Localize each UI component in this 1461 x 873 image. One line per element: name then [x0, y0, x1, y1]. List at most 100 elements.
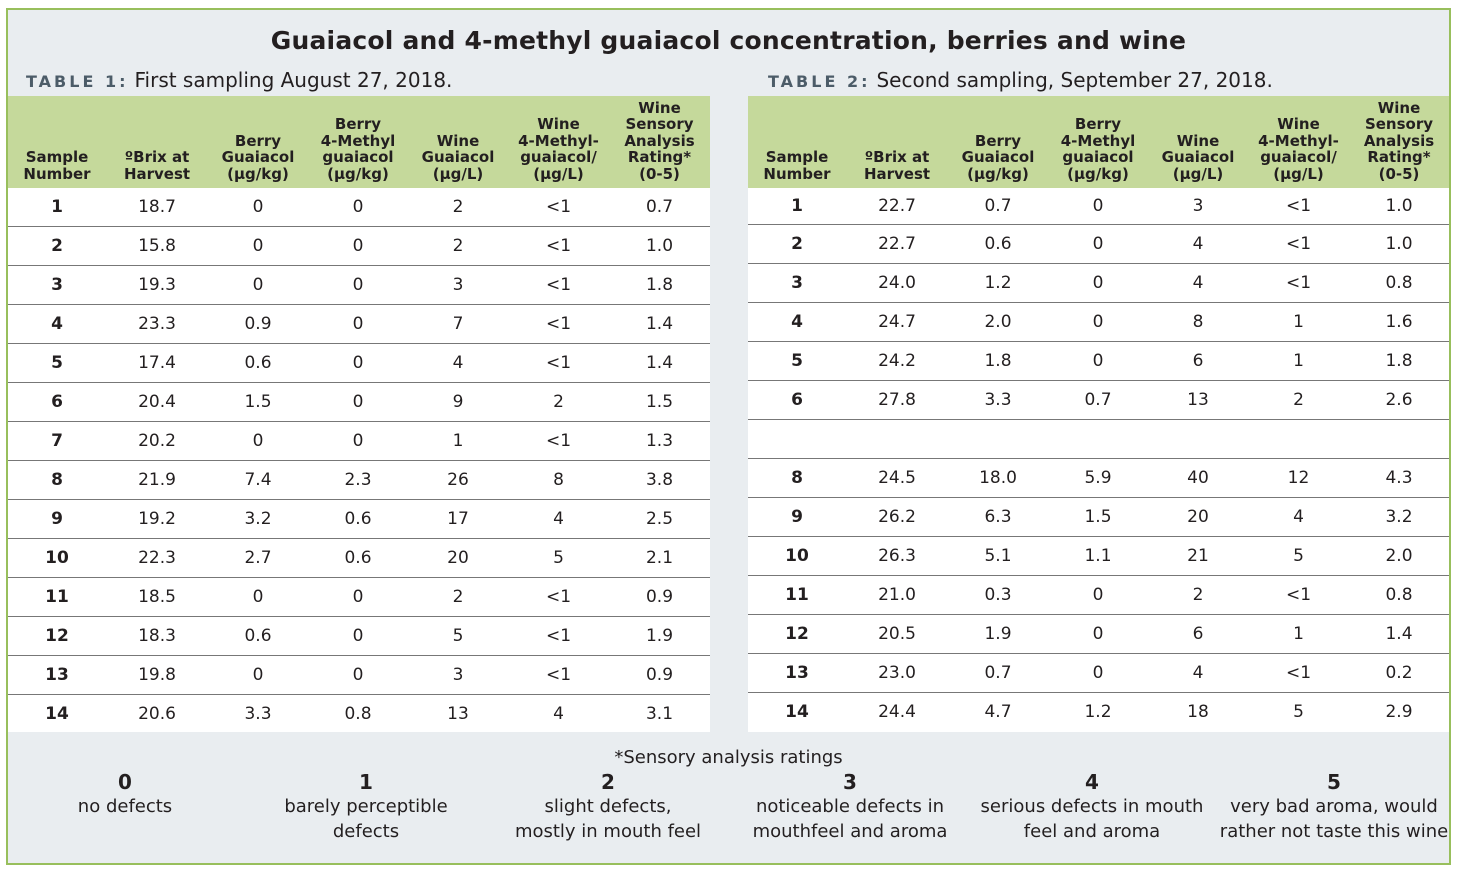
- table-cell: 22.7: [846, 224, 948, 264]
- table-cell: 1.4: [609, 343, 710, 383]
- sample-number-cell: 9: [748, 497, 846, 537]
- table-cell: 3.3: [244, 704, 272, 724]
- table-cell: [846, 419, 948, 459]
- table-row: 7 20.2 0 0 1 <1 1.3: [8, 421, 710, 461]
- header-line: (0-5): [1378, 164, 1420, 183]
- table-cell: 20: [408, 538, 508, 578]
- header-line: (µg/L): [1273, 164, 1324, 183]
- table-cell: 0: [308, 616, 408, 656]
- table-row: 1 22.7 0.7 0 3 <1 1.0: [748, 188, 1449, 225]
- table-cell: 2.1: [609, 538, 710, 578]
- table-cell: 22.7: [846, 188, 948, 225]
- table-cell: 0: [208, 655, 308, 695]
- table2-header-col-5: Wine 4-Methyl-guaiacol/(µg/L): [1248, 96, 1349, 188]
- table-cell: 24.0: [846, 263, 948, 303]
- table-cell: 4.7: [984, 702, 1012, 722]
- sample-number-cell: 3: [8, 265, 106, 305]
- sample-number-cell: 10: [748, 536, 846, 576]
- header-line: Sensory: [625, 115, 694, 133]
- table-cell: 26: [408, 460, 508, 500]
- table-row: 11 21.0 0.3 0 2 <1 0.8: [748, 575, 1449, 615]
- table-row: 6 20.4 1.5 0 9 2 1.5: [8, 382, 710, 422]
- table-cell: 23.0: [846, 653, 948, 693]
- table-row: 8 21.9 7.4 2.3 26 8 3.8: [8, 460, 710, 500]
- table-cell: 0.7: [609, 188, 710, 227]
- header-line: Sample: [25, 148, 89, 166]
- table1-header-col-5: Wine 4-Methyl-guaiacol/(µg/L): [508, 96, 609, 188]
- sample-number-cell: 6: [748, 380, 846, 420]
- table-row: 3 24.0 1.2 0 4 <1 0.8: [748, 263, 1449, 303]
- legend-description: barely perceptible: [284, 796, 448, 817]
- header-line: (µg/kg): [227, 164, 289, 183]
- table-cell: 1.1: [1048, 536, 1148, 576]
- table-cell: 18.5: [106, 577, 208, 617]
- header-line: Guaiacol: [961, 148, 1035, 166]
- table-cell: 3.3: [948, 380, 1048, 420]
- table-cell: 1.4: [1349, 614, 1449, 654]
- table-cell: 20: [1148, 497, 1248, 537]
- table-cell: 3: [408, 655, 508, 695]
- table-cell: 0: [308, 343, 408, 383]
- table-cell: 40: [1148, 458, 1248, 498]
- header-line: guaiacol/: [520, 148, 597, 166]
- table-cell: 0: [308, 188, 408, 227]
- header-line: Guaiacol: [221, 148, 295, 166]
- table-cell: 8: [1148, 302, 1248, 342]
- legend-rating: 5: [1327, 770, 1341, 794]
- table2-header-col-3: Berry 4-Methyl guaiacol (µg/kg): [1048, 96, 1148, 188]
- table-cell: 24.4: [878, 702, 916, 722]
- table-cell: 0: [308, 421, 408, 461]
- header-line: Rating*: [1367, 148, 1431, 166]
- legend-rating: 3: [843, 770, 857, 794]
- table-cell: 1.9: [609, 616, 710, 656]
- table-cell: 4: [408, 343, 508, 383]
- table-cell: 2: [1148, 575, 1248, 615]
- table1-header-col-1: ºBrix at Harvest: [106, 96, 208, 188]
- table-row: 2 22.7 0.6 0 4 <1 1.0: [748, 224, 1449, 264]
- table2-tag: TABLE 2:: [768, 72, 871, 91]
- table-cell: 0.3: [948, 575, 1048, 615]
- header-line: (µg/kg): [327, 164, 389, 183]
- legend-rating: 2: [601, 770, 615, 794]
- legend-item-3: 3 noticeable defects in mouthfeel and arom…: [730, 770, 970, 844]
- table-cell: 21.9: [106, 460, 208, 500]
- table2-header-col-4: Wine Guaiacol (µg/L): [1148, 96, 1248, 188]
- table-cell: 1: [408, 421, 508, 461]
- table-row: 4 24.7 2.0 0 8 1 1.6: [748, 302, 1449, 342]
- sensory-ratings-legend: 0 no defects 1 barely perceptible defects 2 sl…: [8, 770, 1449, 850]
- table-cell: 0: [208, 188, 308, 227]
- table-cell: 20.6: [138, 704, 176, 724]
- table-cell: 5: [1293, 702, 1304, 722]
- table-cell: 2: [508, 382, 609, 422]
- table-cell: 19.2: [106, 499, 208, 539]
- table1-caption-text: First sampling August 27, 2018.: [134, 68, 453, 92]
- table-cell: 2.9: [1385, 702, 1413, 722]
- table-cell: 0.6: [208, 343, 308, 383]
- table-cell: 1: [1248, 614, 1349, 654]
- table-cell: 8: [508, 460, 609, 500]
- table-cell: 9: [408, 382, 508, 422]
- sample-number-cell: 9: [8, 499, 106, 539]
- table-row: 14 20.6 3.3 0.8 13 4 3.1: [8, 695, 710, 734]
- table1-body: 1 18.7 0 0 2 <1 0.7 2 15.8 0 0 2 <1 1.0 3 19.3 0 0 3 <1 1.8 4…: [8, 188, 710, 733]
- legend-description: mouthfeel and aroma: [752, 821, 948, 842]
- table2-body: 1 22.7 0.7 0 3 <1 1.0 2 22.7 0.6 0 4 <1 1.0 3 24.0 1.2 0 4…: [748, 188, 1449, 731]
- table-row: 9 19.2 3.2 0.6 17 4 2.5: [8, 499, 710, 539]
- table-cell: <1: [508, 226, 609, 266]
- table-row: 10 22.3 2.7 0.6 20 5 2.1: [8, 538, 710, 578]
- table-cell: 5.9: [1048, 458, 1148, 498]
- table-cell: 0.7: [948, 653, 1048, 693]
- sample-number-cell: 12: [8, 616, 106, 656]
- legend-rating: 0: [118, 770, 132, 794]
- table-cell: 7: [408, 304, 508, 344]
- table-cell: 1.8: [609, 265, 710, 305]
- figure-frame: Guaiacol and 4-methyl guaiacol concentra…: [6, 8, 1451, 865]
- table-cell: 1.9: [948, 614, 1048, 654]
- table-cell: 0: [1048, 188, 1148, 225]
- header-line: Rating*: [627, 148, 692, 166]
- sample-number-cell: 6: [8, 382, 106, 422]
- table2-container: Sample Number ºBrix at Harvest Berry Guaiacol…: [748, 96, 1449, 732]
- legend-description: very bad aroma, would: [1230, 796, 1438, 817]
- table-cell: 4: [1148, 224, 1248, 264]
- table-cell: 1.6: [1349, 302, 1449, 342]
